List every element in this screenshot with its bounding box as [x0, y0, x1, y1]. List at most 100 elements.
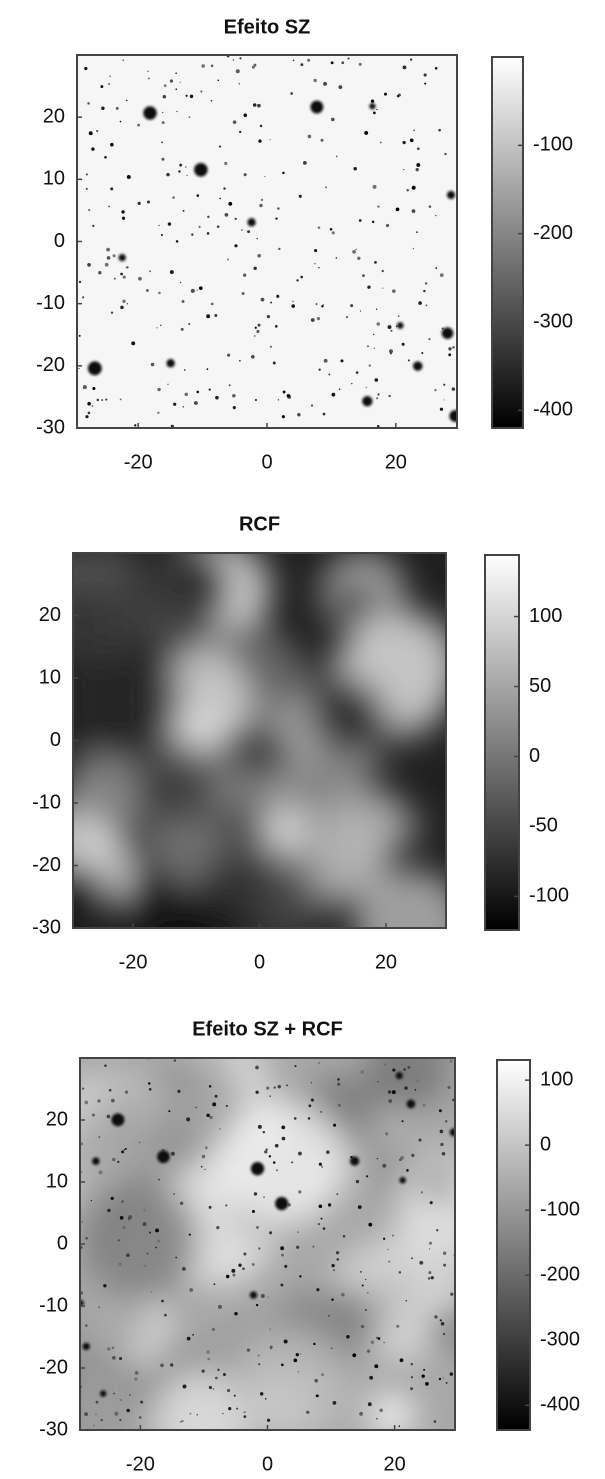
heatmap-source — [415, 167, 419, 172]
heatmap-source — [352, 1353, 357, 1358]
heatmap-source — [269, 1231, 273, 1235]
heatmap-source — [210, 64, 214, 68]
y-tick-label: -30 — [39, 1418, 68, 1440]
heatmap-source — [405, 1300, 407, 1302]
heatmap-source — [282, 390, 286, 394]
heatmap-source — [175, 72, 177, 75]
heatmap-source — [376, 1417, 378, 1420]
heatmap-source — [318, 368, 321, 371]
heatmap-source — [157, 411, 160, 414]
heatmap-source — [266, 1086, 270, 1090]
heatmap-source — [264, 1150, 268, 1154]
heatmap-source — [256, 329, 260, 333]
colorbar-tick-label: -400 — [540, 1394, 580, 1416]
heatmap-source — [138, 1141, 141, 1144]
colorbar-tick-label: -300 — [533, 310, 573, 332]
heatmap-source — [176, 110, 178, 113]
colorbar — [484, 554, 520, 931]
heatmap-source — [81, 1220, 84, 1223]
heatmap-source — [297, 1371, 300, 1373]
heatmap-source — [251, 65, 255, 69]
heatmap-source — [359, 1411, 364, 1416]
heatmap-source — [126, 1253, 130, 1257]
heatmap-source — [105, 398, 108, 401]
heatmap-source — [214, 314, 218, 318]
heatmap-source — [120, 272, 123, 276]
heatmap-source — [299, 1275, 302, 1278]
y-tick-label: 10 — [46, 1170, 68, 1192]
heatmap-source — [121, 1200, 124, 1203]
heatmap-source — [451, 387, 456, 391]
heatmap-source — [401, 342, 405, 346]
heatmap-source — [385, 223, 390, 228]
heatmap-source — [260, 198, 264, 202]
heatmap-source — [307, 134, 312, 139]
heatmap-source — [318, 1204, 323, 1209]
heatmap-source — [357, 256, 361, 260]
heatmap-source — [175, 88, 178, 91]
heatmap-source — [91, 1113, 95, 1117]
heatmap-source — [264, 175, 266, 178]
heatmap-source — [387, 1248, 389, 1251]
heatmap-source — [361, 1284, 364, 1287]
heatmap-source — [204, 1168, 206, 1171]
heatmap-source — [228, 384, 231, 387]
heatmap-source — [290, 92, 293, 95]
colorbar-tick-label: -400 — [533, 399, 573, 421]
heatmap-source — [257, 1354, 260, 1357]
heatmap-source — [113, 1392, 115, 1395]
heatmap-source — [121, 210, 125, 214]
heatmap-cluster — [369, 103, 376, 110]
heatmap-source — [206, 368, 209, 370]
y-tick-label: 10 — [43, 168, 65, 190]
heatmap-source — [416, 231, 418, 233]
heatmap-source — [78, 334, 81, 337]
heatmap-source — [224, 212, 229, 217]
heatmap-source — [243, 1415, 247, 1418]
heatmap-source — [208, 1205, 212, 1209]
heatmap-source — [366, 1291, 369, 1294]
heatmap-source — [87, 411, 91, 415]
heatmap-source — [179, 1420, 182, 1423]
heatmap-blob — [328, 579, 378, 629]
heatmap-source — [137, 123, 140, 127]
heatmap-clusters — [87, 100, 457, 423]
heatmap-source — [175, 1256, 177, 1259]
heatmap-source — [449, 1372, 453, 1376]
heatmap-source — [87, 263, 91, 267]
heatmap-source — [342, 1235, 346, 1238]
heatmap-source — [160, 234, 163, 236]
heatmap-source — [293, 1358, 298, 1363]
heatmap-source — [351, 382, 353, 385]
heatmap-source — [239, 130, 242, 134]
heatmap-source — [172, 196, 175, 199]
heatmap-source — [114, 1411, 119, 1416]
heatmap-source — [330, 117, 335, 122]
heatmap-source — [104, 262, 109, 267]
heatmap-source — [439, 273, 444, 278]
heatmap-source — [367, 1402, 372, 1407]
heatmap-source — [149, 1231, 151, 1234]
heatmap-source — [219, 1127, 221, 1130]
heatmap-source — [216, 1225, 220, 1230]
heatmap-source — [376, 108, 378, 111]
heatmap-source — [372, 333, 375, 336]
heatmap-source — [134, 1377, 138, 1381]
heatmap-source — [173, 402, 177, 406]
heatmap-source — [407, 359, 410, 362]
heatmap-source — [107, 1208, 111, 1213]
heatmap-source — [243, 1252, 247, 1256]
heatmap-source — [182, 1384, 187, 1389]
heatmap-source — [106, 1114, 111, 1119]
heatmap-source — [377, 393, 380, 396]
heatmap-source — [355, 1179, 360, 1184]
heatmap-source — [177, 1089, 181, 1093]
heatmap-blob — [417, 1162, 455, 1203]
heatmap-source — [97, 1099, 101, 1103]
x-tick-label: 0 — [261, 451, 272, 473]
heatmap-source — [92, 386, 96, 391]
heatmap-source — [223, 187, 226, 190]
y-tick-label: 20 — [39, 604, 61, 626]
colorbar-tick-label: -100 — [529, 885, 569, 907]
